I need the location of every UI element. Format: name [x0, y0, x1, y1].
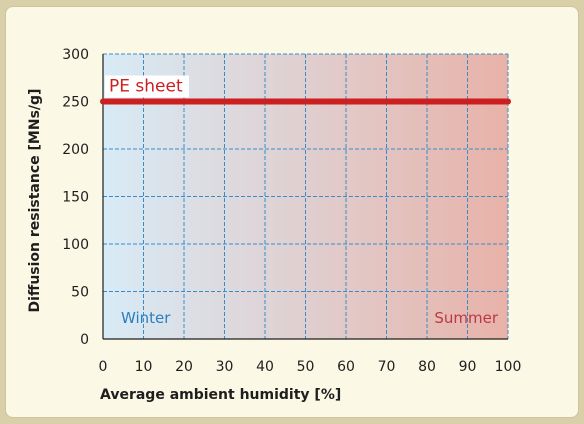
y-tick-label-100: 100: [62, 237, 89, 253]
y-axis-title: Diffusion resistance [MNs/g]: [27, 89, 43, 313]
annotations: Winter Summer: [121, 309, 499, 327]
series: PE sheet: [100, 75, 511, 105]
annotation-winter: Winter: [121, 309, 171, 327]
series-label-0: PE sheet: [109, 77, 183, 97]
x-tick-label-60: 60: [337, 359, 355, 375]
x-tick-label-10: 10: [135, 359, 153, 375]
y-tick-label-300: 300: [62, 47, 89, 63]
axes: 0 10 20 30 40 50 60 70 80 90 100 0 50 100 150 200 250 300: [62, 47, 521, 375]
chart-frame: 0 10 20 30 40 50 60 70 80 90 100 0 50 100 150 200 250 300…: [5, 6, 579, 418]
diffusion-resistance-chart: 0 10 20 30 40 50 60 70 80 90 100 0 50 100 150 200 250 300…: [27, 47, 521, 403]
x-tick-label-80: 80: [418, 359, 436, 375]
x-tick-label-70: 70: [378, 359, 396, 375]
series-label-background-0: [105, 75, 189, 98]
y-tick-label-0: 0: [80, 332, 89, 348]
x-tick-label-40: 40: [256, 359, 274, 375]
x-axis-title: Average ambient humidity [%]: [100, 387, 341, 403]
y-tick-label-150: 150: [62, 190, 89, 206]
y-tick-label-50: 50: [71, 285, 89, 301]
x-tick-label-100: 100: [495, 359, 522, 375]
x-tick-label-0: 0: [99, 359, 108, 375]
x-tick-label-90: 90: [459, 359, 477, 375]
y-tick-label-200: 200: [62, 142, 89, 158]
y-tick-label-250: 250: [62, 95, 89, 111]
x-tick-label-20: 20: [175, 359, 193, 375]
x-tick-label-30: 30: [216, 359, 234, 375]
x-tick-label-50: 50: [297, 359, 315, 375]
annotation-summer: Summer: [434, 309, 498, 327]
